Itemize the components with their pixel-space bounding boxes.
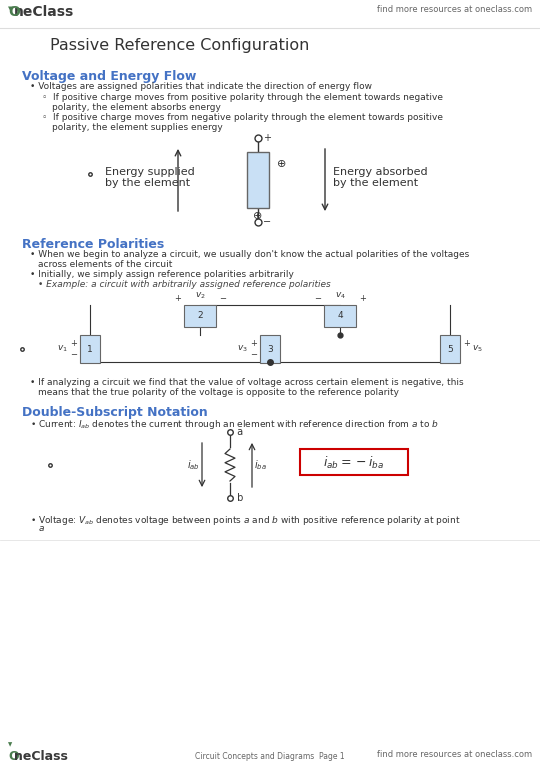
Text: Energy supplied: Energy supplied bbox=[105, 167, 195, 177]
Text: a: a bbox=[234, 427, 243, 437]
Bar bbox=[300, 449, 408, 475]
Text: ▼: ▼ bbox=[8, 742, 12, 747]
Text: find more resources at oneclass.com: find more resources at oneclass.com bbox=[377, 750, 532, 759]
Bar bbox=[324, 305, 356, 327]
Text: $v_3$: $v_3$ bbox=[237, 343, 248, 354]
Bar bbox=[260, 335, 280, 363]
Text: $v_1$: $v_1$ bbox=[57, 343, 68, 354]
Text: −: − bbox=[263, 217, 271, 227]
Text: $v_4$: $v_4$ bbox=[334, 290, 346, 301]
Text: 1: 1 bbox=[87, 344, 93, 353]
Text: $a$: $a$ bbox=[38, 524, 45, 533]
Bar bbox=[184, 305, 216, 327]
Text: +: + bbox=[70, 339, 77, 347]
Text: Reference Polarities: Reference Polarities bbox=[22, 238, 164, 251]
Text: ◦  If positive charge moves from negative polarity through the element towards p: ◦ If positive charge moves from negative… bbox=[42, 113, 443, 122]
Text: −: − bbox=[314, 294, 321, 303]
Text: Circuit Concepts and Diagrams  Page 1: Circuit Concepts and Diagrams Page 1 bbox=[195, 752, 345, 761]
Text: 4: 4 bbox=[337, 312, 343, 320]
Text: • Current: $I_{ab}$ denotes the current through an element with reference direct: • Current: $I_{ab}$ denotes the current … bbox=[30, 418, 439, 431]
Text: polarity, the element supplies energy: polarity, the element supplies energy bbox=[52, 123, 223, 132]
Text: +: + bbox=[263, 133, 271, 143]
Text: O: O bbox=[8, 5, 20, 19]
Text: −: − bbox=[250, 350, 257, 360]
Text: 5: 5 bbox=[447, 344, 453, 353]
Text: Passive Reference Configuration: Passive Reference Configuration bbox=[50, 38, 309, 53]
Text: +: + bbox=[174, 294, 181, 303]
Text: • Initially, we simply assign reference polarities arbitrarily: • Initially, we simply assign reference … bbox=[30, 270, 294, 279]
Text: $i_{ba}$: $i_{ba}$ bbox=[254, 458, 267, 472]
Text: Energy absorbed: Energy absorbed bbox=[333, 167, 428, 177]
Text: $i_{ab} = -i_{ba}$: $i_{ab} = -i_{ba}$ bbox=[323, 455, 384, 471]
Text: polarity, the element absorbs energy: polarity, the element absorbs energy bbox=[52, 103, 221, 112]
Text: $v_5$: $v_5$ bbox=[472, 343, 483, 354]
Text: by the element: by the element bbox=[333, 178, 418, 188]
Text: • If analyzing a circuit we find that the value of voltage across certain elemen: • If analyzing a circuit we find that th… bbox=[30, 378, 464, 387]
Text: • When we begin to analyze a circuit, we usually don't know the actual polaritie: • When we begin to analyze a circuit, we… bbox=[30, 250, 469, 259]
Text: across elements of the circuit: across elements of the circuit bbox=[38, 260, 172, 269]
Text: −: − bbox=[70, 350, 77, 360]
Text: Double-Subscript Notation: Double-Subscript Notation bbox=[22, 406, 208, 419]
Text: • Example: a circuit with arbitrarily assigned reference polarities: • Example: a circuit with arbitrarily as… bbox=[38, 280, 330, 289]
Text: by the element: by the element bbox=[105, 178, 190, 188]
Text: Voltage and Energy Flow: Voltage and Energy Flow bbox=[22, 70, 197, 83]
Text: means that the true polarity of the voltage is opposite to the reference polarit: means that the true polarity of the volt… bbox=[38, 388, 399, 397]
Text: neClass: neClass bbox=[14, 5, 75, 19]
Text: 3: 3 bbox=[267, 344, 273, 353]
Text: O: O bbox=[8, 750, 18, 763]
Text: ⊕: ⊕ bbox=[277, 159, 286, 169]
Text: $i_{ab}$: $i_{ab}$ bbox=[187, 458, 200, 472]
Text: ◦  If positive charge moves from positive polarity through the element towards n: ◦ If positive charge moves from positive… bbox=[42, 93, 443, 102]
Text: b: b bbox=[234, 493, 244, 503]
Bar bbox=[440, 335, 460, 363]
Text: neClass: neClass bbox=[14, 750, 68, 763]
Bar bbox=[247, 152, 269, 208]
Text: −: − bbox=[219, 294, 226, 303]
Text: $v_2$: $v_2$ bbox=[194, 290, 205, 301]
Text: • Voltages are assigned polarities that indicate the direction of energy flow: • Voltages are assigned polarities that … bbox=[30, 82, 372, 91]
Text: ⊕: ⊕ bbox=[253, 211, 262, 221]
Text: 2: 2 bbox=[197, 312, 203, 320]
Text: • Voltage: $V_{ab}$ denotes voltage between points $a$ and $b$ with positive ref: • Voltage: $V_{ab}$ denotes voltage betw… bbox=[30, 514, 461, 527]
Bar bbox=[80, 335, 100, 363]
Text: +: + bbox=[359, 294, 366, 303]
Text: +: + bbox=[463, 339, 470, 347]
Text: find more resources at oneclass.com: find more resources at oneclass.com bbox=[377, 5, 532, 14]
Text: ▼: ▼ bbox=[8, 6, 14, 12]
Text: +: + bbox=[250, 339, 257, 347]
